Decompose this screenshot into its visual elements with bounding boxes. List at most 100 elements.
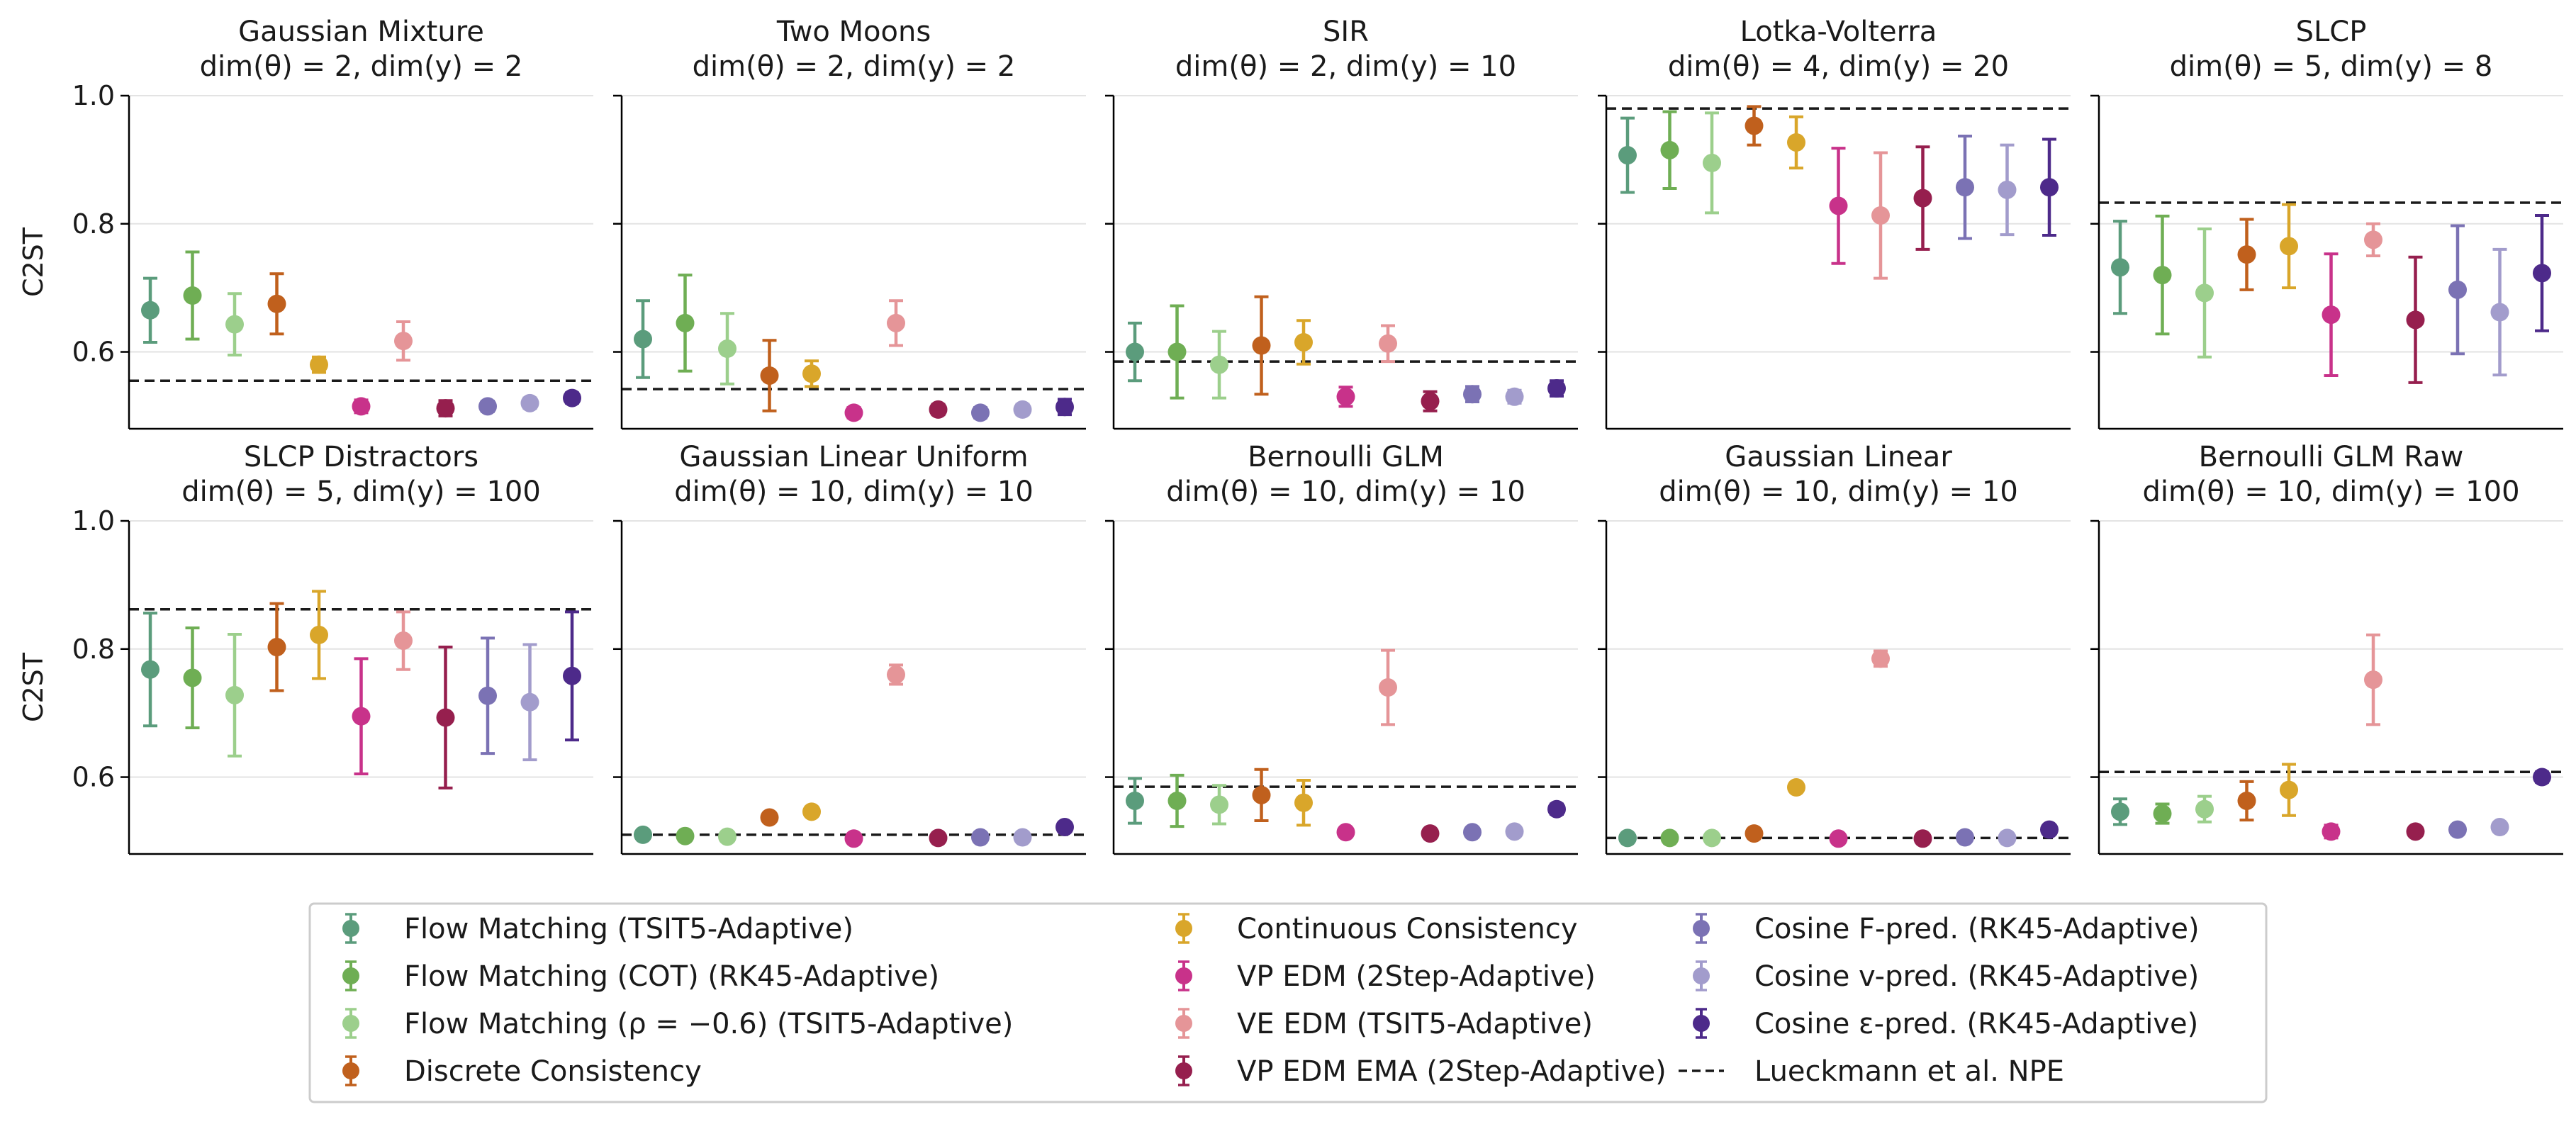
- legend-entry: Lueckmann et al. NPE: [1679, 1055, 2064, 1088]
- data-point-group: [1210, 784, 1228, 826]
- data-point-group: [2040, 820, 2059, 839]
- data-point-group: [2040, 137, 2059, 237]
- data-point-marker: [2448, 280, 2467, 299]
- data-point-marker: [1055, 818, 1074, 837]
- data-point-marker: [760, 366, 779, 385]
- data-point-group: [2364, 633, 2382, 726]
- data-point-group: [2195, 227, 2214, 359]
- data-point-marker: [1913, 189, 1932, 208]
- data-point-group: [2195, 794, 2214, 824]
- data-point-group: [2322, 822, 2341, 841]
- legend-entry: Flow Matching (COT) (RK45-Adaptive): [342, 960, 939, 993]
- data-point-group: [1829, 147, 1848, 265]
- data-point-marker: [2490, 818, 2509, 837]
- legend-swatch-marker: [1693, 1015, 1710, 1032]
- data-point-group: [2237, 780, 2256, 822]
- data-point-group: [2237, 218, 2256, 291]
- legend-swatch-marker: [1175, 967, 1192, 984]
- data-point-group: [1294, 319, 1313, 366]
- data-point-group: [141, 612, 159, 728]
- data-point-marker: [563, 666, 581, 685]
- data-point-group: [802, 802, 821, 821]
- data-point-group: [1829, 829, 1848, 848]
- data-point-marker: [718, 827, 737, 846]
- data-point-group: [563, 388, 581, 408]
- data-point-group: [352, 657, 371, 776]
- data-point-marker: [802, 364, 821, 383]
- data-point-group: [1505, 387, 1524, 406]
- data-point-group: [887, 299, 905, 347]
- data-point-marker: [676, 313, 695, 332]
- subplot-subtitle: dim(θ) = 10, dim(y) = 100: [2142, 476, 2519, 508]
- data-point-marker: [1829, 829, 1848, 848]
- data-point-group: [2153, 214, 2172, 336]
- data-point-marker: [1745, 824, 1764, 843]
- subplot-subtitle: dim(θ) = 10, dim(y) = 10: [674, 476, 1034, 508]
- data-point-group: [1421, 390, 1440, 412]
- data-point-group: [971, 828, 990, 847]
- data-point-marker: [1956, 828, 1974, 847]
- legend-label: Flow Matching (ρ = −0.6) (TSIT5-Adaptive…: [404, 1008, 1013, 1040]
- subplot-title: Bernoulli GLM: [1248, 441, 1444, 473]
- data-point-marker: [2280, 237, 2298, 256]
- data-point-marker: [760, 808, 779, 827]
- data-point-group: [2490, 247, 2509, 377]
- data-point-marker: [310, 625, 328, 644]
- data-point-marker: [929, 828, 948, 848]
- data-point-group: [1336, 386, 1355, 408]
- data-point-marker: [1167, 342, 1187, 361]
- subplot-subtitle: dim(θ) = 5, dim(y) = 100: [181, 476, 541, 508]
- data-point-group: [1618, 828, 1637, 848]
- data-point-marker: [520, 692, 539, 712]
- data-point-marker: [1998, 180, 2017, 199]
- data-point-marker: [1463, 823, 1482, 842]
- data-point-marker: [1126, 342, 1144, 361]
- data-point-marker: [1336, 823, 1355, 842]
- data-point-group: [1660, 828, 1679, 848]
- subplot-title: Lotka-Volterra: [1740, 16, 1937, 48]
- data-point-group: [844, 829, 863, 848]
- data-point-marker: [183, 668, 202, 687]
- data-point-marker: [887, 313, 905, 332]
- data-point-marker: [394, 332, 413, 351]
- data-point-group: [183, 250, 202, 341]
- data-point-group: [1379, 648, 1397, 726]
- data-point-group: [1998, 143, 2017, 237]
- data-point-group: [310, 590, 328, 680]
- data-point-group: [183, 626, 202, 729]
- data-point-group: [2490, 818, 2509, 837]
- data-point-group: [1055, 398, 1074, 417]
- data-point-group: [1913, 145, 1932, 251]
- data-point-marker: [844, 829, 863, 848]
- data-point-group: [225, 632, 244, 758]
- data-point-marker: [183, 286, 202, 305]
- data-point-marker: [436, 708, 455, 727]
- data-point-marker: [2280, 780, 2298, 799]
- data-point-group: [1421, 824, 1440, 843]
- subplot-title: SLCP Distractors: [244, 441, 478, 473]
- data-point-marker: [2364, 230, 2382, 249]
- data-point-marker: [1167, 791, 1187, 810]
- legend-label: Flow Matching (COT) (RK45-Adaptive): [404, 960, 939, 993]
- data-point-marker: [2322, 822, 2341, 841]
- data-point-group: [2533, 768, 2551, 787]
- subplot-subtitle: dim(θ) = 2, dim(y) = 2: [693, 50, 1016, 83]
- data-point-group: [1505, 822, 1524, 841]
- data-point-marker: [1787, 778, 1805, 797]
- data-point-marker: [436, 399, 455, 418]
- data-point-marker: [2195, 283, 2214, 303]
- data-point-group: [520, 643, 539, 762]
- data-point-marker: [2533, 264, 2551, 283]
- legend-entry: Discrete Consistency: [342, 1055, 702, 1088]
- legend-entry: VP EDM (2Step-Adaptive): [1175, 960, 1596, 993]
- subplot-title: SLCP: [2296, 16, 2367, 48]
- data-point-marker: [1252, 785, 1271, 804]
- data-point-group: [1055, 818, 1074, 837]
- data-point-marker: [2322, 305, 2341, 325]
- legend-entry: VP EDM EMA (2Step-Adaptive): [1175, 1055, 1667, 1088]
- data-point-group: [1871, 151, 1890, 280]
- data-point-marker: [478, 686, 497, 705]
